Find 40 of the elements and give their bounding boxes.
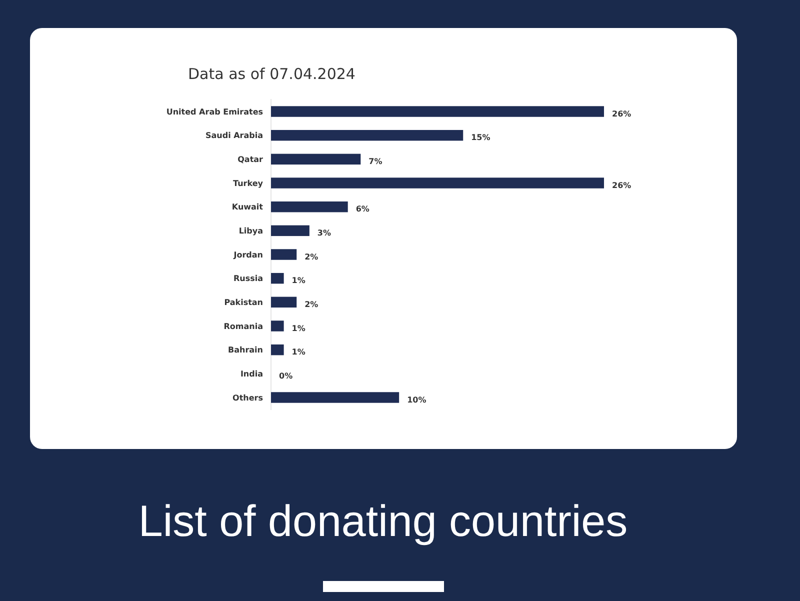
bar (271, 178, 604, 188)
y-tick-label: Pakistan (224, 298, 264, 307)
data-label: 26% (612, 180, 632, 190)
data-label: 2% (304, 252, 318, 262)
data-label: 2% (304, 300, 318, 309)
data-label: 6% (356, 204, 370, 214)
data-label: 1% (292, 324, 306, 333)
y-tick-label: Others (232, 393, 264, 402)
bar (271, 154, 361, 165)
bar (271, 106, 604, 117)
bar (271, 130, 464, 141)
y-tick-label: United Arab Emirates (166, 107, 264, 116)
y-tick-label: Libya (238, 226, 263, 236)
bar (271, 225, 310, 236)
y-tick-label: Qatar (238, 154, 264, 164)
y-tick-label: Saudi Arabia (205, 131, 263, 140)
bar (271, 320, 284, 332)
y-tick-label: Jordan (232, 250, 264, 260)
y-tick-label: Turkey (233, 178, 264, 188)
text: List of donating countries (138, 497, 628, 546)
bar (271, 344, 284, 356)
bar (271, 392, 400, 403)
data-label: 1% (292, 348, 306, 357)
bar (271, 296, 297, 308)
data-label: 0% (279, 371, 293, 380)
data-label: 26% (612, 109, 632, 118)
data-label: 15% (471, 133, 490, 142)
bar (271, 201, 348, 212)
y-tick-label: Kuwait (232, 202, 264, 212)
y-tick-label: Russia (233, 274, 263, 284)
y-tick-label: Romania (224, 322, 263, 331)
y-tick-label: India (240, 369, 263, 378)
bar (271, 249, 297, 260)
data-label: 1% (292, 276, 306, 286)
data-label: 3% (317, 228, 332, 238)
data-label: 7% (368, 156, 382, 166)
y-tick-label: Bahrain (228, 346, 264, 355)
data-label: 10% (407, 395, 426, 404)
chart-title: Data as of 07.04.2024 (188, 65, 356, 83)
bar (271, 272, 284, 284)
